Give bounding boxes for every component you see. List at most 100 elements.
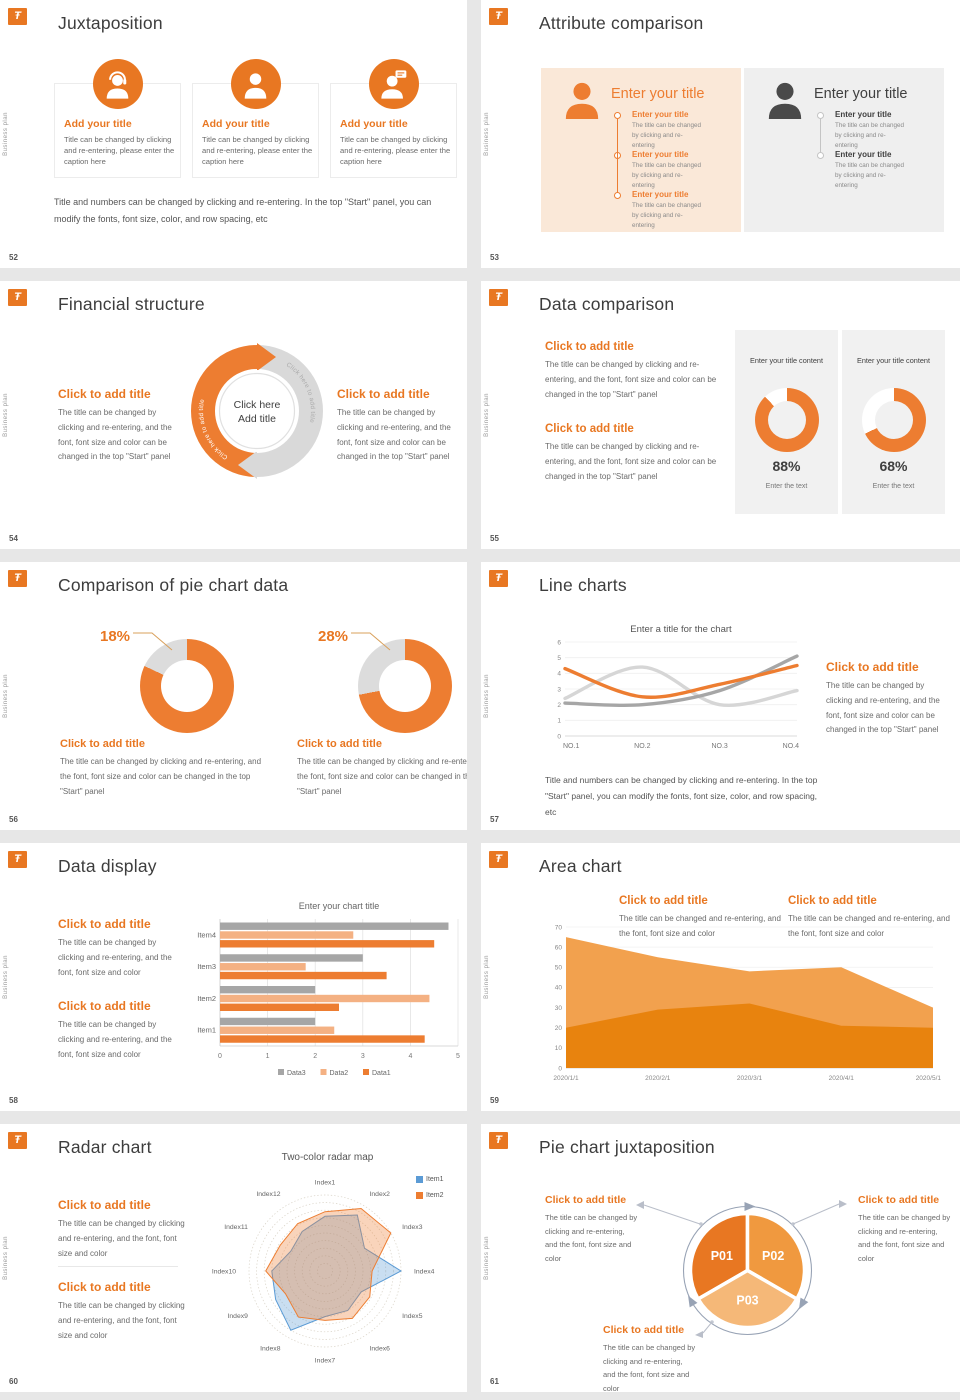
sidebar-vertical-text: Business plan — [3, 674, 9, 718]
block-body: The title can be changed and re-entering… — [619, 914, 781, 938]
sidebar-vertical-text: Business plan — [3, 393, 9, 437]
block-heading: Click to add title — [619, 895, 708, 907]
block-heading: Click to add title — [297, 738, 382, 750]
text-block-right: Click to add title The title can be chan… — [826, 660, 950, 738]
footnote: Title and numbers can be changed by clic… — [545, 775, 818, 818]
donut-hole — [161, 660, 213, 712]
timeline-item: Enter your title The title can be change… — [632, 190, 744, 230]
sidebar-vertical-text: Business plan — [484, 393, 490, 437]
legend-swatch — [416, 1192, 423, 1199]
timeline-line — [820, 119, 821, 153]
svg-text:NO.1: NO.1 — [563, 743, 579, 750]
brand-logo-icon: Ŧ — [8, 1132, 27, 1149]
text-block-left: Click to add title The title can be chan… — [58, 387, 182, 465]
page-number: 57 — [490, 815, 499, 824]
item-heading: Enter your title — [632, 150, 689, 159]
slide-58[interactable]: Ŧ Business plan Data display Click to ad… — [0, 843, 467, 1111]
svg-text:Index9: Index9 — [228, 1313, 249, 1320]
slide-61[interactable]: Ŧ Business plan Pie chart juxtaposition … — [481, 1124, 960, 1392]
person-headset-icon — [92, 59, 143, 109]
svg-text:Index3: Index3 — [402, 1224, 423, 1231]
svg-text:Index11: Index11 — [224, 1224, 248, 1231]
item-heading: Enter your title — [835, 110, 892, 119]
svg-text:Index1: Index1 — [315, 1179, 336, 1186]
block-body: The title can be changed by clicking and… — [826, 681, 940, 735]
svg-text:Index5: Index5 — [402, 1313, 423, 1320]
svg-text:4: 4 — [557, 671, 561, 678]
block-heading: Click to add title — [603, 1324, 685, 1336]
person-female-icon — [565, 82, 599, 119]
slide-56[interactable]: Ŧ Business plan Comparison of pie chart … — [0, 562, 467, 830]
svg-text:30: 30 — [555, 1005, 563, 1012]
area-chart: 0 10 20 30 40 50 60 70 2020/1/1 2020/2/1 2020/3/1 2… — [553, 924, 941, 1082]
timeline-item: Enter your title The title can be change… — [632, 110, 744, 150]
slide-55[interactable]: Ŧ Business plan Data comparison Click to… — [481, 281, 960, 549]
kpi-card: Enter your title content 88% Enter the t… — [735, 330, 838, 514]
block-body: The title can be changed by clicking and… — [603, 1343, 696, 1392]
svg-text:4: 4 — [408, 1053, 412, 1060]
slide-60[interactable]: Ŧ Business plan Radar chart Click to add… — [0, 1124, 467, 1392]
card-body: Title can be changed by clicking and re-… — [340, 135, 451, 166]
text-block-1: Click to add title The title can be chan… — [60, 738, 274, 799]
svg-text:Click here: Click here — [234, 399, 281, 411]
feature-cards: Add your title Title can be changed by c… — [54, 59, 457, 178]
slide-53[interactable]: Ŧ Business plan Attribute comparison Ent… — [481, 0, 960, 268]
donut-hole — [767, 401, 806, 439]
item-body: The title can be changed by clicking and… — [632, 122, 701, 149]
block-heading: Click to add title — [58, 387, 151, 401]
item-body: The title can be changed by clicking and… — [632, 202, 701, 229]
block-heading: Click to add title — [58, 1280, 151, 1294]
timeline-line — [617, 119, 618, 193]
slide-52[interactable]: Ŧ Business plan Juxtaposition Add your t… — [0, 0, 467, 268]
svg-text:3: 3 — [361, 1053, 365, 1060]
block-body: The title can be changed by clicking and… — [545, 360, 717, 399]
logo-glyph: Ŧ — [14, 291, 21, 303]
item-body: The title can be changed by clicking and… — [835, 162, 904, 189]
page-number: 59 — [490, 1096, 499, 1105]
kpi-card: Enter your title content 68% Enter the t… — [842, 330, 945, 514]
donut-callout-label: 18% — [100, 628, 131, 645]
svg-text:6: 6 — [557, 639, 561, 646]
kpi-value: 88% — [772, 458, 801, 474]
text-block-top-right: Click to add title The title can be chan… — [858, 1194, 952, 1265]
slide-title: Attribute comparison — [539, 13, 704, 33]
svg-text:P01: P01 — [711, 1249, 733, 1263]
feature-card: Add your title Title can be changed by c… — [192, 59, 319, 178]
slide-57[interactable]: Ŧ Business plan Line charts Enter a titl… — [481, 562, 960, 830]
block-heading: Click to add title — [545, 1194, 627, 1206]
svg-text:P02: P02 — [762, 1249, 784, 1263]
block-heading: Click to add title — [826, 660, 919, 674]
svg-text:Enter a title for the chart: Enter a title for the chart — [630, 624, 732, 635]
svg-text:Data3: Data3 — [287, 1070, 306, 1077]
slide-59[interactable]: Ŧ Business plan Area chart 0 10 20 30 40 50 60… — [481, 843, 960, 1111]
block-body: The title can be changed by clicking and… — [858, 1213, 951, 1263]
donut-chart — [358, 639, 452, 733]
logo-glyph: Ŧ — [495, 1134, 502, 1146]
block-heading: Click to add title — [58, 1198, 151, 1212]
kpi-title: Enter your title content — [749, 356, 823, 365]
text-block-bottom: Click to add title The title can be chan… — [603, 1324, 697, 1392]
line-chart: Enter a title for the chart 0 1 2 3 4 5 6 NO.1 NO… — [557, 624, 799, 750]
slide-title: Comparison of pie chart data — [58, 575, 289, 595]
slide-54[interactable]: Ŧ Business plan Financial structure Clic… — [0, 281, 467, 549]
svg-text:Index2: Index2 — [370, 1191, 391, 1198]
text-block-right: Click to add title The title can be chan… — [337, 387, 463, 465]
sidebar-vertical-text: Business plan — [484, 1236, 490, 1280]
brand-logo-icon: Ŧ — [489, 289, 508, 306]
divider — [58, 1266, 178, 1267]
svg-text:2: 2 — [557, 702, 561, 709]
svg-text:20: 20 — [555, 1025, 563, 1032]
svg-text:Item3: Item3 — [197, 962, 216, 971]
donut-chart — [754, 388, 819, 452]
logo-glyph: Ŧ — [14, 1134, 21, 1146]
page-number: 53 — [490, 253, 499, 262]
pie-chart: P01 P02 P03 — [682, 1202, 813, 1336]
person-male-icon — [768, 82, 802, 119]
svg-text:5: 5 — [456, 1053, 460, 1060]
timeline-item: Enter your title The title can be change… — [835, 150, 947, 190]
brand-logo-icon: Ŧ — [8, 851, 27, 868]
svg-text:2020/4/1: 2020/4/1 — [829, 1075, 855, 1082]
brand-logo-icon: Ŧ — [489, 851, 508, 868]
svg-text:Index4: Index4 — [414, 1268, 435, 1275]
